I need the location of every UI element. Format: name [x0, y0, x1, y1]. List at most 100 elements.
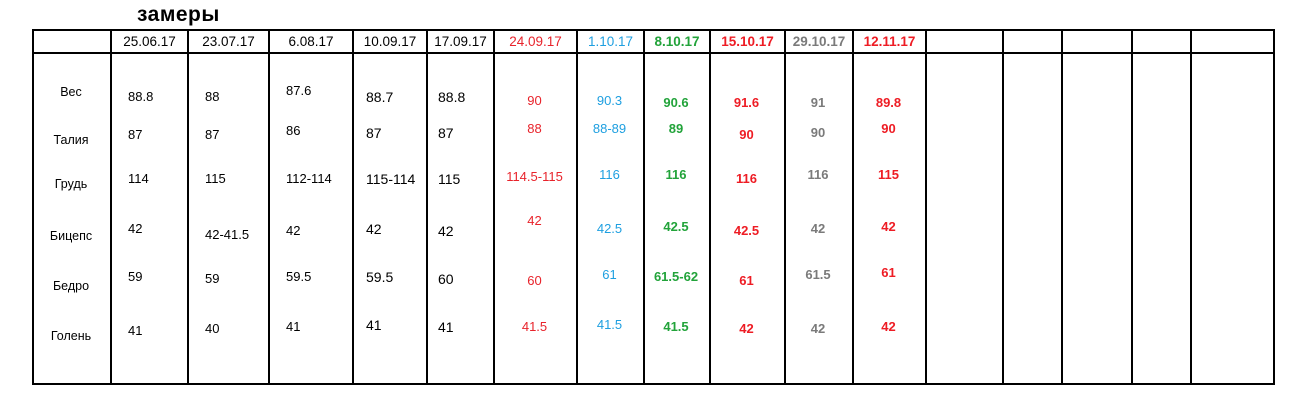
table-header-divider: [32, 52, 1275, 54]
measurement-value: 61.5: [805, 267, 831, 282]
measurement-value: 90: [881, 121, 896, 136]
measurement-value: 42: [739, 321, 754, 336]
measurement-value: 114.5-115: [506, 169, 563, 184]
table-bottom-border: [32, 383, 1275, 385]
table-top-border: [32, 29, 1275, 31]
measurement-value: 90.6: [663, 95, 689, 110]
measurement-value: 42.5: [733, 223, 760, 238]
measurement-value: 41: [366, 317, 382, 333]
measurement-value: 114: [128, 171, 149, 186]
measurement-value: 89: [668, 121, 684, 136]
column-header-date: 24.09.17: [509, 34, 562, 49]
measurement-value: 86: [286, 123, 301, 138]
measurement-value: 60: [438, 271, 454, 287]
row-label: Бицепс: [49, 229, 93, 243]
column-divider: [1131, 29, 1133, 385]
column-header-date: 25.06.17: [123, 34, 176, 49]
column-header-date: 10.09.17: [363, 34, 417, 49]
measurement-value: 59.5: [366, 269, 394, 285]
measurement-value: 91: [810, 95, 826, 110]
row-label: Талия: [53, 133, 89, 147]
measurement-value: 89.8: [875, 95, 902, 110]
measurement-value: 87: [205, 127, 220, 142]
measurement-value: 59: [205, 271, 220, 286]
column-header-date: 15.10.17: [721, 34, 774, 49]
column-divider: [187, 29, 189, 385]
measurement-value: 42: [810, 321, 826, 336]
measurement-value: 87: [366, 125, 382, 141]
measurement-value: 41.5: [596, 317, 623, 332]
measurement-value: 116: [665, 167, 687, 182]
measurement-value: 115: [878, 167, 899, 182]
column-header-date: 23.07.17: [202, 34, 255, 49]
measurement-value: 60: [527, 273, 542, 288]
row-label: Грудь: [54, 177, 88, 191]
column-divider: [1190, 29, 1192, 385]
measurement-value: 42: [438, 223, 454, 239]
measurement-value: 41.5: [521, 319, 548, 334]
measurement-value: 42-41.5: [205, 227, 250, 242]
column-divider: [352, 29, 354, 385]
column-divider: [268, 29, 270, 385]
column-header-date: 6.08.17: [288, 34, 334, 49]
measurement-value: 61.5-62: [653, 269, 699, 284]
column-divider: [852, 29, 854, 385]
measurement-value: 91.6: [733, 95, 760, 110]
measurement-value: 42: [128, 221, 143, 236]
measurement-value: 116: [807, 167, 829, 182]
measurement-value: 41: [438, 319, 454, 335]
measurement-value: 59: [128, 269, 143, 284]
measurement-value: 88.8: [128, 89, 154, 104]
column-divider: [110, 29, 112, 385]
measurement-value: 88: [527, 121, 542, 136]
measurement-value: 42: [366, 221, 382, 237]
measurement-value: 41: [128, 323, 143, 338]
column-divider: [426, 29, 428, 385]
measurement-value: 87: [128, 127, 143, 142]
measurement-value: 42: [527, 213, 542, 228]
measurement-value: 88.8: [438, 89, 466, 105]
measurement-value: 61: [739, 273, 754, 288]
column-divider: [643, 29, 645, 385]
measurement-value: 41.5: [663, 319, 689, 334]
measurement-value: 115-114: [366, 171, 416, 187]
column-divider: [576, 29, 578, 385]
column-divider: [493, 29, 495, 385]
measurement-value: 42: [810, 221, 826, 236]
row-label: Голень: [50, 329, 92, 343]
measurement-value: 115: [438, 171, 461, 187]
measurement-value: 90: [527, 93, 542, 108]
measurement-value: 41: [286, 319, 301, 334]
measurement-value: 88.7: [366, 89, 394, 105]
column-divider: [784, 29, 786, 385]
measurement-value: 61: [881, 265, 896, 280]
measurement-value: 115: [205, 171, 226, 186]
measurement-value: 42.5: [596, 221, 623, 236]
column-divider: [1273, 29, 1275, 385]
column-divider: [1002, 29, 1004, 385]
measurement-value: 112-114: [286, 171, 332, 186]
row-label: Бедро: [52, 279, 90, 293]
column-header-date: 29.10.17: [792, 34, 846, 49]
row-label: Вес: [60, 85, 82, 99]
measurement-value: 59.5: [286, 269, 312, 284]
column-divider: [32, 29, 34, 385]
measurement-value: 42: [286, 223, 301, 238]
measurement-value: 88: [205, 89, 220, 104]
measurement-value: 61: [602, 267, 617, 282]
measurement-value: 90.3: [596, 93, 623, 108]
column-header-date: 8.10.17: [654, 34, 700, 49]
measurement-value: 87.6: [286, 83, 312, 98]
column-header-date: 17.09.17: [434, 34, 487, 49]
measurement-value: 42: [881, 219, 896, 234]
column-header-date: 1.10.17: [587, 34, 634, 49]
measurement-value: 116: [599, 167, 620, 182]
column-header-date: 12.11.17: [863, 34, 916, 49]
column-divider: [709, 29, 711, 385]
measurement-value: 88-89: [592, 121, 627, 136]
column-divider: [925, 29, 927, 385]
measurement-value: 90: [739, 127, 754, 142]
measurement-value: 116: [736, 171, 757, 186]
measurement-value: 87: [438, 125, 454, 141]
